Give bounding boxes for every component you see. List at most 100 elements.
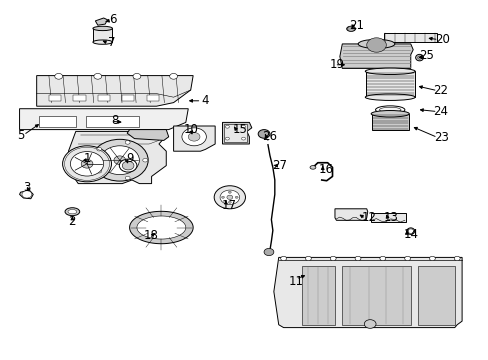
Text: 25: 25 <box>418 49 433 62</box>
Text: 20: 20 <box>434 33 449 46</box>
Circle shape <box>404 256 410 261</box>
Ellipse shape <box>68 210 77 214</box>
Circle shape <box>228 191 231 193</box>
Polygon shape <box>417 266 454 325</box>
Ellipse shape <box>93 26 112 31</box>
Circle shape <box>366 38 386 52</box>
Ellipse shape <box>357 40 394 49</box>
Text: 3: 3 <box>23 181 31 194</box>
Circle shape <box>305 256 311 261</box>
Text: 11: 11 <box>288 275 303 288</box>
Polygon shape <box>222 122 251 144</box>
Circle shape <box>70 152 103 176</box>
Circle shape <box>329 256 335 261</box>
Bar <box>85 116 139 127</box>
Circle shape <box>97 170 102 173</box>
Circle shape <box>188 132 200 141</box>
Circle shape <box>22 191 32 198</box>
Circle shape <box>169 73 177 79</box>
Polygon shape <box>127 130 168 140</box>
Circle shape <box>125 176 130 180</box>
Bar <box>371 114 408 130</box>
Bar <box>39 116 76 127</box>
Circle shape <box>114 156 125 165</box>
Ellipse shape <box>346 26 355 31</box>
Polygon shape <box>20 190 33 199</box>
Circle shape <box>226 195 232 199</box>
Bar <box>224 124 247 142</box>
Circle shape <box>182 128 206 146</box>
Text: 2: 2 <box>68 215 76 228</box>
Ellipse shape <box>375 106 404 114</box>
Text: 17: 17 <box>221 199 236 212</box>
Ellipse shape <box>370 111 408 117</box>
Ellipse shape <box>93 40 112 44</box>
Polygon shape <box>383 33 436 42</box>
Text: 18: 18 <box>143 229 158 242</box>
Text: 24: 24 <box>433 105 447 118</box>
Bar <box>146 95 159 101</box>
Circle shape <box>228 201 231 203</box>
Text: 6: 6 <box>108 13 116 26</box>
Polygon shape <box>302 266 334 325</box>
Text: 1: 1 <box>83 152 91 165</box>
Circle shape <box>125 141 130 144</box>
Circle shape <box>241 125 245 128</box>
Text: 27: 27 <box>272 159 286 172</box>
Circle shape <box>354 256 360 261</box>
Circle shape <box>264 248 273 256</box>
Polygon shape <box>273 257 461 328</box>
Circle shape <box>55 73 62 79</box>
Circle shape <box>379 256 385 261</box>
Circle shape <box>91 139 148 181</box>
Circle shape <box>62 146 111 182</box>
Text: 5: 5 <box>17 129 24 141</box>
Bar <box>93 28 112 42</box>
Ellipse shape <box>415 54 423 61</box>
Ellipse shape <box>365 68 414 75</box>
Polygon shape <box>339 44 412 68</box>
Text: 16: 16 <box>319 163 333 176</box>
Polygon shape <box>137 216 185 239</box>
Text: 21: 21 <box>349 19 364 32</box>
Circle shape <box>94 73 102 79</box>
Circle shape <box>453 256 459 261</box>
Text: 26: 26 <box>262 130 277 143</box>
Polygon shape <box>334 209 367 220</box>
Circle shape <box>235 196 238 198</box>
Circle shape <box>133 73 141 79</box>
Ellipse shape <box>65 208 80 216</box>
Text: 9: 9 <box>125 152 133 165</box>
Polygon shape <box>173 126 215 151</box>
Circle shape <box>100 146 139 175</box>
Circle shape <box>221 196 224 198</box>
Text: 12: 12 <box>361 211 376 224</box>
Circle shape <box>428 256 434 261</box>
Bar <box>49 95 61 101</box>
Polygon shape <box>20 109 188 130</box>
Ellipse shape <box>379 107 400 112</box>
Circle shape <box>122 161 134 170</box>
Text: 15: 15 <box>232 123 246 136</box>
Bar <box>122 95 134 101</box>
Polygon shape <box>95 18 107 25</box>
Text: 7: 7 <box>107 36 115 49</box>
Circle shape <box>225 125 229 128</box>
Polygon shape <box>37 76 193 106</box>
Circle shape <box>364 320 375 328</box>
Text: 8: 8 <box>111 114 119 127</box>
Circle shape <box>258 130 269 138</box>
Circle shape <box>241 137 245 140</box>
Text: 4: 4 <box>201 94 209 107</box>
Text: 22: 22 <box>433 84 447 97</box>
Text: 14: 14 <box>403 228 417 240</box>
Circle shape <box>220 190 239 204</box>
Circle shape <box>142 158 147 162</box>
Circle shape <box>81 159 93 168</box>
Text: 10: 10 <box>183 123 198 136</box>
Polygon shape <box>68 131 166 184</box>
Circle shape <box>119 159 137 172</box>
Circle shape <box>97 147 102 151</box>
Ellipse shape <box>309 166 315 169</box>
Circle shape <box>407 229 413 233</box>
